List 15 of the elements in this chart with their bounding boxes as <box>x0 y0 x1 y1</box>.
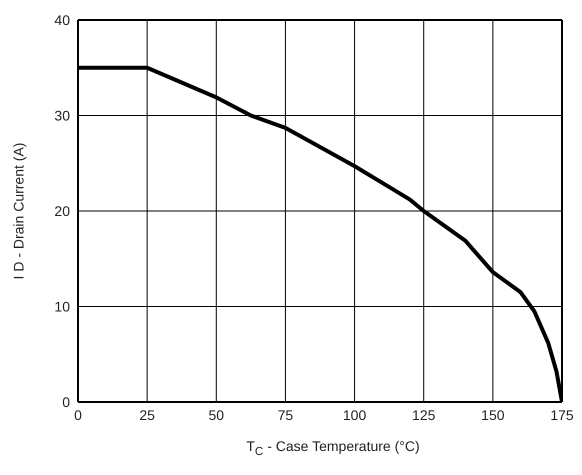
x-tick-label: 100 <box>342 406 366 423</box>
x-tick-label: 125 <box>412 406 436 423</box>
y-tick-label: 30 <box>54 107 70 124</box>
y-tick-label: 10 <box>54 298 70 314</box>
x-axis-title: T$_{C}$ - Case Temperature (°C) <box>245 438 421 458</box>
x-tick-label: 175 <box>550 406 574 423</box>
x-tick-label: 150 <box>481 406 505 423</box>
y-axis-title: I D - Drain Current (A) <box>10 142 26 279</box>
y-tick-label: 40 <box>54 12 70 28</box>
y-tick-label: 0 <box>62 394 70 410</box>
y-tick-label: 20 <box>54 202 70 219</box>
x-tick-label: 50 <box>208 406 224 423</box>
x-tick-label: 75 <box>278 406 294 423</box>
x-tick-label: 0 <box>74 406 82 423</box>
x-tick-label: 25 <box>139 406 156 423</box>
